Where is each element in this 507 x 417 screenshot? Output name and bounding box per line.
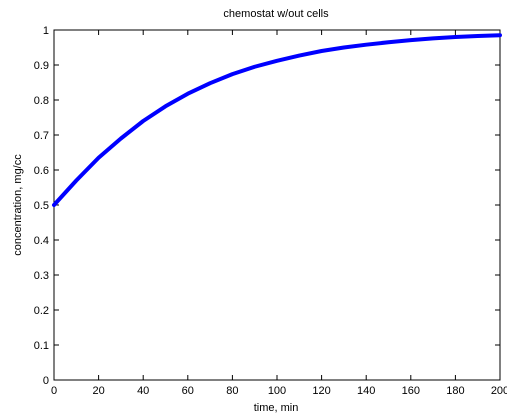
x-tick-label: 140 — [357, 385, 375, 397]
series-group — [52, 33, 502, 207]
y-tick-label: 1 — [43, 25, 49, 37]
x-tick-label: 0 — [51, 385, 57, 397]
x-tick-label: 100 — [268, 385, 286, 397]
x-tick-label: 20 — [92, 385, 104, 397]
chart-title: chemostat w/out cells — [223, 8, 329, 20]
axis-ticks — [53, 29, 501, 381]
x-tick-label: 120 — [312, 385, 330, 397]
x-tick-label: 200 — [491, 385, 507, 397]
x-tick-label: 60 — [182, 385, 194, 397]
y-tick-label: 0.9 — [34, 60, 49, 72]
x-tick-label: 160 — [402, 385, 420, 397]
y-tick-label: 0.1 — [34, 340, 49, 352]
x-tick-label: 80 — [226, 385, 238, 397]
y-tick-label: 0.5 — [34, 200, 49, 212]
y-tick-label: 0.7 — [34, 130, 49, 142]
y-tick-label: 0.6 — [34, 165, 49, 177]
y-axis-label: concentration, mg/cc — [12, 154, 24, 256]
y-tick-label: 0.4 — [34, 235, 49, 247]
y-tick-label: 0.8 — [34, 95, 49, 107]
y-tick-label: 0 — [43, 375, 49, 387]
x-axis-label: time, min — [254, 402, 299, 414]
y-tick-label: 0.3 — [34, 270, 49, 282]
y-tick-labels: 0 0.1 0.2 0.3 0.4 0.5 0.6 0.7 0.8 0.9 1 — [34, 25, 49, 387]
series-line — [52, 33, 502, 207]
y-tick-label: 0.2 — [34, 305, 49, 317]
x-tick-label: 40 — [137, 385, 149, 397]
x-tick-label: 180 — [446, 385, 464, 397]
x-tick-labels: 0 20 40 60 80 100 120 140 160 180 200 — [51, 385, 507, 397]
plot-area — [53, 29, 501, 381]
